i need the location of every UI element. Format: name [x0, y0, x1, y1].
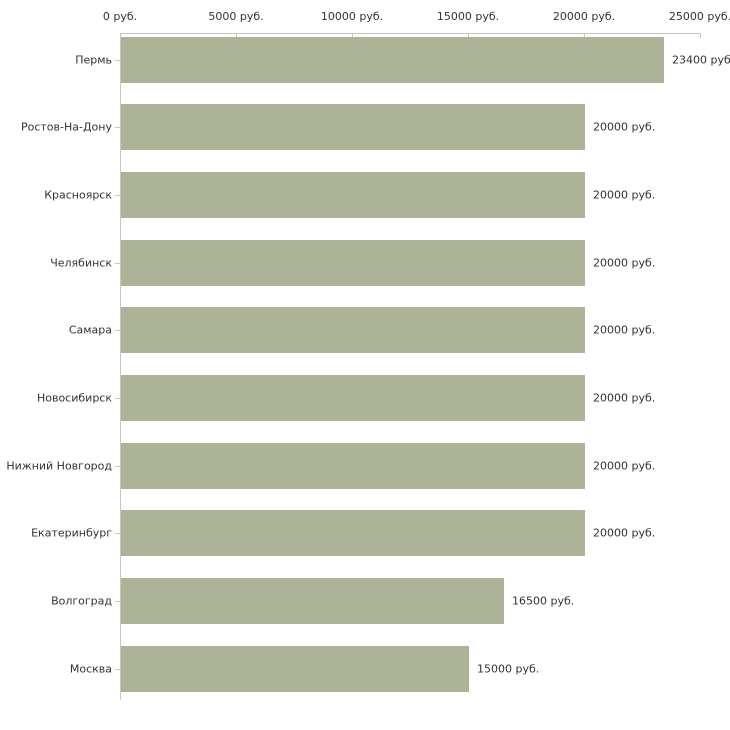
bar	[121, 646, 469, 692]
category-label: Ростов-На-Дону	[20, 120, 112, 134]
bar	[121, 104, 585, 150]
x-axis-tick	[468, 33, 469, 38]
category-label: Челябинск	[50, 256, 112, 270]
x-axis-tick	[700, 33, 701, 38]
category-tick	[115, 533, 120, 534]
category-tick	[115, 466, 120, 467]
x-axis-tick-label: 5000 руб.	[208, 10, 264, 23]
value-label: 20000 руб.	[593, 323, 656, 337]
x-axis-tick-label: 10000 руб.	[320, 10, 384, 23]
bar	[121, 578, 504, 624]
category-tick	[115, 263, 120, 264]
value-label: 15000 руб.	[477, 662, 540, 676]
value-label: 20000 руб.	[593, 526, 656, 540]
bar	[121, 240, 585, 286]
category-label: Нижний Новгород	[6, 459, 112, 473]
bar	[121, 307, 585, 353]
x-axis-tick	[352, 33, 353, 38]
bar	[121, 37, 664, 83]
x-axis-tick-label: 0 руб.	[102, 10, 138, 23]
x-axis-tick-label: 25000 руб.	[668, 10, 730, 23]
value-label: 23400 руб.	[672, 53, 730, 66]
category-label: Москва	[69, 662, 112, 676]
value-label: 20000 руб.	[593, 188, 656, 202]
category-label: Самара	[68, 323, 112, 337]
category-label: Екатеринбург	[31, 526, 112, 540]
x-axis-tick	[120, 33, 121, 38]
x-axis-tick-label: 20000 руб.	[552, 10, 616, 23]
category-label: Пермь	[75, 53, 112, 66]
category-label: Новосибирск	[36, 391, 112, 405]
value-label: 20000 руб.	[593, 120, 656, 134]
category-label: Красноярск	[44, 188, 112, 202]
category-label: Волгоград	[51, 594, 112, 608]
bar	[121, 375, 585, 421]
category-tick	[115, 195, 120, 196]
category-tick	[115, 601, 120, 602]
value-label: 20000 руб.	[593, 391, 656, 405]
bar	[121, 443, 585, 489]
bar	[121, 172, 585, 218]
value-label: 20000 руб.	[593, 459, 656, 473]
category-tick	[115, 330, 120, 331]
category-tick	[115, 127, 120, 128]
value-label: 20000 руб.	[593, 256, 656, 270]
x-axis-tick-label: 15000 руб.	[436, 10, 500, 23]
x-axis-line	[120, 33, 701, 34]
category-tick	[115, 398, 120, 399]
value-label: 16500 руб.	[512, 594, 575, 608]
y-axis-line	[120, 33, 121, 700]
bar	[121, 510, 585, 556]
category-tick	[115, 669, 120, 670]
x-axis-tick	[584, 33, 585, 38]
x-axis-tick	[236, 33, 237, 38]
category-tick	[115, 60, 120, 61]
